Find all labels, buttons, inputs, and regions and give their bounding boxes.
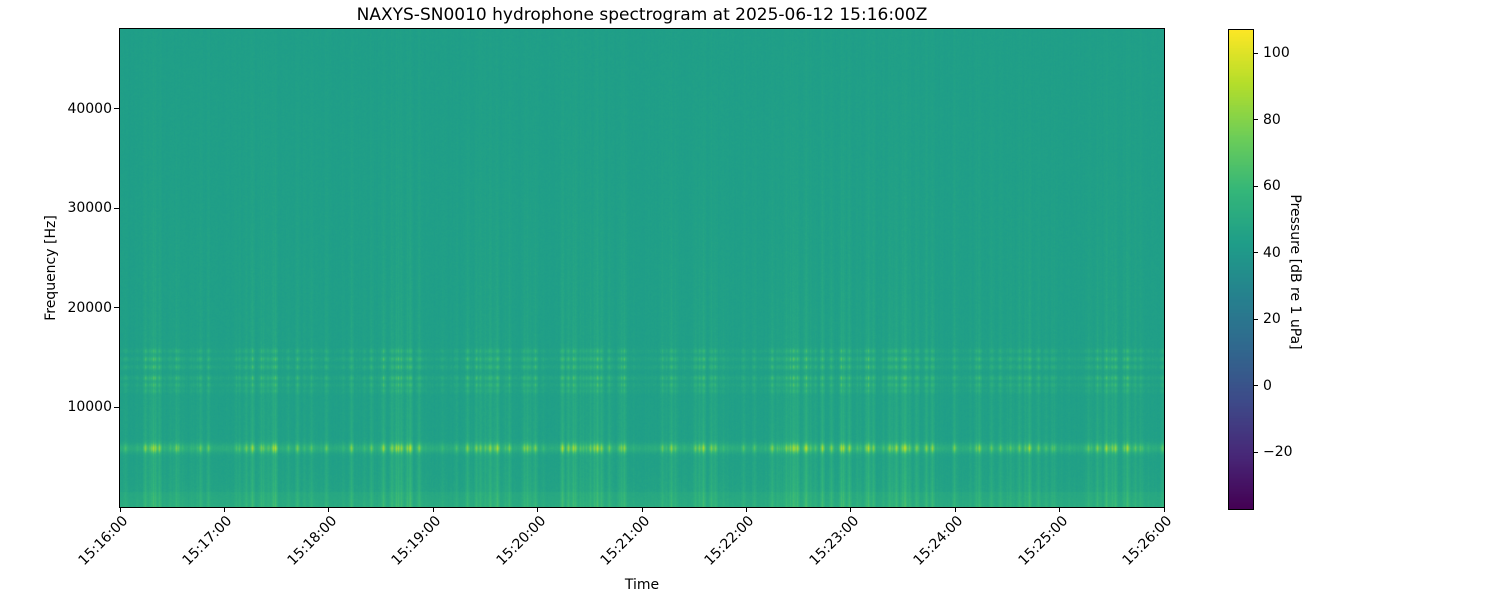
colorbar-tick-mark xyxy=(1254,52,1258,54)
chart-title: NAXYS-SN0010 hydrophone spectrogram at 2… xyxy=(356,5,928,25)
y-tick-label: 40000 xyxy=(67,100,112,117)
x-tick-mark xyxy=(119,507,121,512)
x-tick-mark xyxy=(850,507,852,512)
colorbar-tick-label: 100 xyxy=(1263,45,1290,62)
y-tick-label: 10000 xyxy=(67,399,112,416)
colorbar-tick-mark xyxy=(1254,252,1258,254)
x-tick-mark xyxy=(954,507,956,512)
x-tick-mark xyxy=(537,507,539,512)
y-tick-label: 20000 xyxy=(67,299,112,316)
x-tick-mark xyxy=(745,507,747,512)
colorbar-tick-mark xyxy=(1254,119,1258,121)
colorbar-tick-mark xyxy=(1254,385,1258,387)
plot-area xyxy=(119,28,1165,508)
y-tick-mark xyxy=(114,108,119,110)
y-tick-label: 30000 xyxy=(67,200,112,217)
y-tick-mark xyxy=(114,207,119,209)
x-tick-label: 15:16:00 xyxy=(75,513,132,569)
x-tick-mark xyxy=(641,507,643,512)
colorbar-tick-label: 80 xyxy=(1263,111,1281,128)
colorbar-tick-mark xyxy=(1254,451,1258,453)
colorbar-tick-mark xyxy=(1254,318,1258,320)
colorbar-tick-label: −20 xyxy=(1263,444,1293,461)
x-axis-label: Time xyxy=(624,577,660,593)
y-tick-mark xyxy=(114,307,119,309)
colorbar-tick-label: 60 xyxy=(1263,178,1281,195)
colorbar-tick-label: 20 xyxy=(1263,311,1281,328)
colorbar-tick-label: 40 xyxy=(1263,244,1281,261)
x-tick-mark xyxy=(328,507,330,512)
colorbar-tick-mark xyxy=(1254,185,1258,187)
colorbar-label: Pressure [dB re 1 uPa] xyxy=(1287,194,1303,350)
x-tick-mark xyxy=(1059,507,1061,512)
spectrogram-heatmap-canvas xyxy=(120,29,1164,507)
x-tick-mark xyxy=(223,507,225,512)
x-tick-mark xyxy=(432,507,434,512)
colorbar xyxy=(1228,29,1254,510)
colorbar-tick-label: 0 xyxy=(1263,377,1272,394)
y-tick-mark xyxy=(114,406,119,408)
x-tick-mark xyxy=(1163,507,1165,512)
colorbar-gradient-canvas xyxy=(1229,30,1253,509)
